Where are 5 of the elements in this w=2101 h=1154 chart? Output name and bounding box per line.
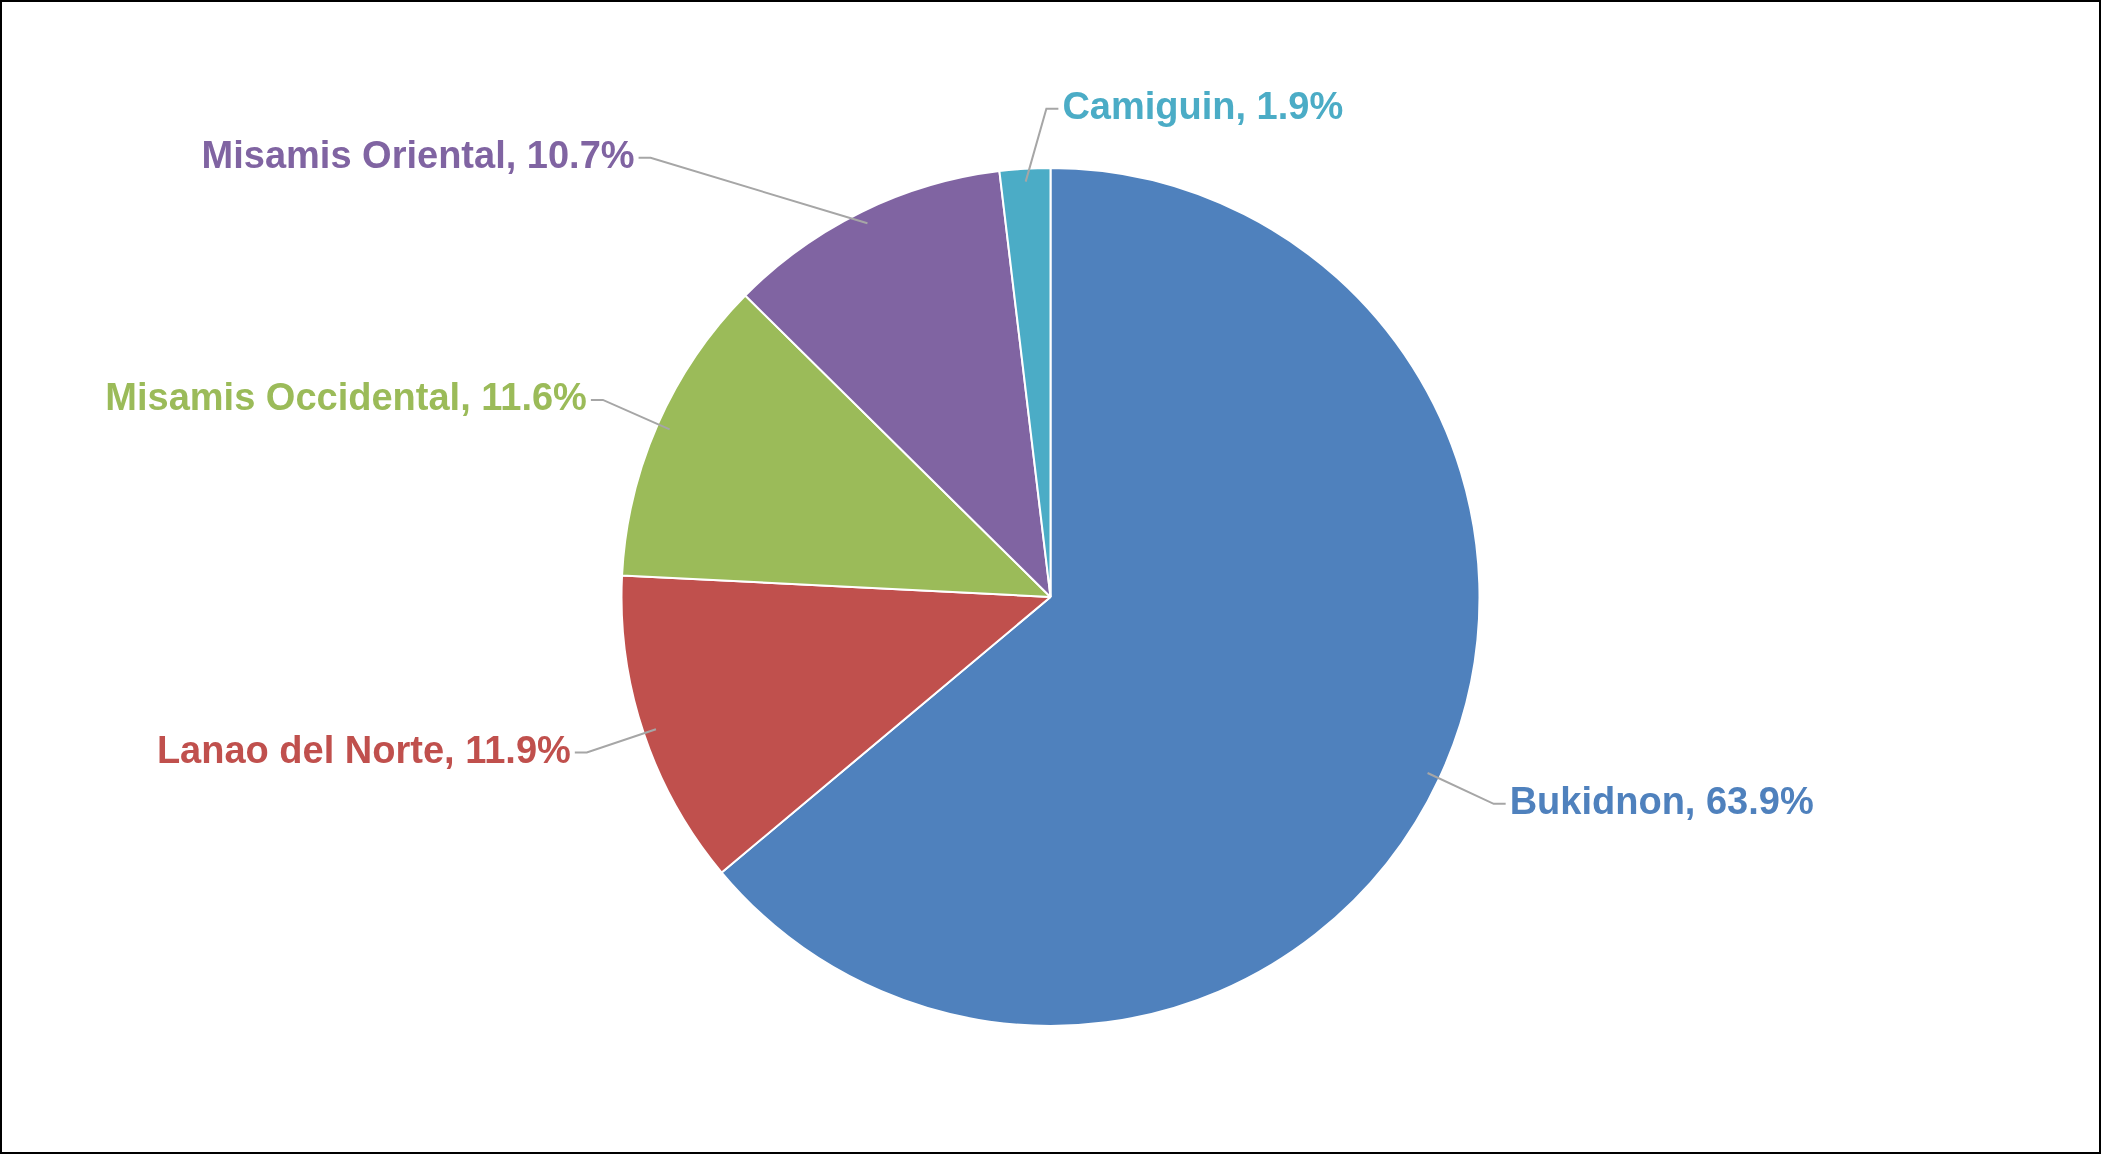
slice-label: Camiguin, 1.9% [1062,85,1344,128]
slice-label: Bukidnon, 63.9% [1509,780,1814,823]
slice-label: Misamis Oriental, 10.7% [201,134,635,177]
slice-label: Lanao del Norte, 11.9% [156,728,571,771]
slice-label: Misamis Occidental, 11.6% [105,376,587,419]
